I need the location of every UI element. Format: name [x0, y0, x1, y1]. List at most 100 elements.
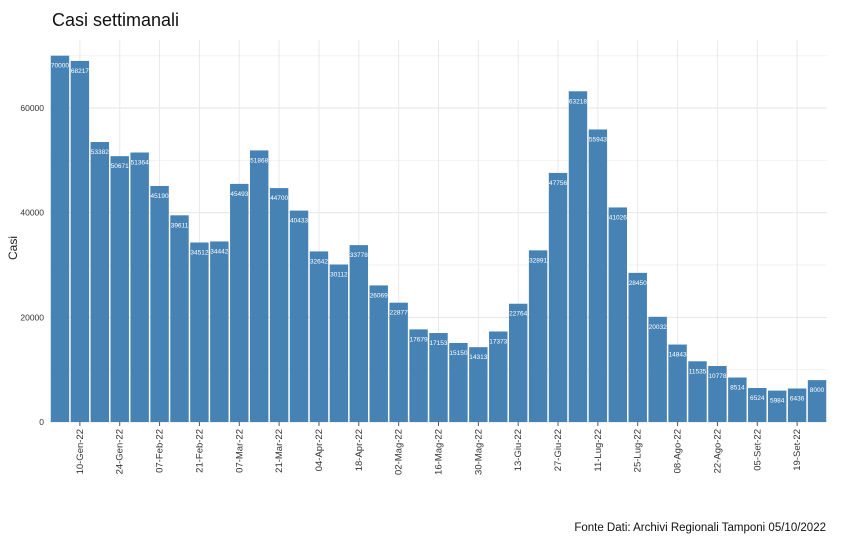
- bar: [489, 331, 508, 422]
- bar-value-label: 45190: [151, 193, 169, 200]
- bars: [50, 55, 827, 423]
- bar-value-label: 32642: [310, 258, 328, 265]
- bar: [588, 129, 608, 423]
- bar-value-label: 11535: [689, 368, 707, 375]
- bar: [568, 91, 588, 422]
- x-tick-label: 25-Lug-22: [633, 429, 644, 472]
- bar: [90, 142, 110, 423]
- bar: [190, 242, 209, 422]
- bar-value-label: 39611: [171, 222, 189, 229]
- x-tick-label: 07-Feb-22: [155, 429, 166, 473]
- bar: [110, 156, 129, 422]
- bar-value-label: 22877: [390, 310, 408, 317]
- x-tick-label: 11-Lug-22: [593, 429, 604, 472]
- bar: [329, 264, 349, 422]
- bar: [249, 150, 269, 422]
- bar-value-label: 6524: [750, 395, 765, 402]
- bar: [748, 387, 767, 422]
- bar-value-label: 30112: [330, 271, 348, 278]
- y-tick-label: 0: [39, 417, 44, 427]
- bar: [130, 152, 149, 423]
- bar-value-label: 32891: [529, 257, 547, 264]
- bar: [628, 272, 647, 422]
- bar: [787, 388, 807, 422]
- bar: [210, 241, 229, 422]
- bar: [548, 172, 568, 422]
- bar-value-label: 8000: [810, 387, 825, 394]
- bar-value-label: 47756: [549, 180, 567, 187]
- bar: [688, 361, 707, 422]
- x-tick-label: 02-Mag-22: [394, 429, 405, 475]
- bar: [668, 344, 687, 422]
- x-tick-label: 30-Mag-22: [473, 429, 484, 475]
- x-tick-label: 04-Apr-22: [314, 429, 325, 471]
- bar: [289, 210, 309, 422]
- x-tick-label: 08-Ago-22: [673, 429, 684, 473]
- bar: [469, 347, 488, 422]
- x-tick-label: 18-Apr-22: [354, 429, 365, 471]
- x-tick-label: 24-Gen-22: [115, 429, 126, 474]
- x-tick-label: 07-Mar-22: [234, 429, 245, 473]
- bar-value-label: 14843: [669, 352, 687, 359]
- y-axis-ticks: 0 20000 40000 60000: [20, 103, 44, 427]
- x-tick-label: 21-Mar-22: [274, 429, 285, 473]
- bar: [150, 185, 169, 422]
- x-tick-label: 21-Feb-22: [194, 429, 205, 473]
- bar-value-label: 17153: [429, 340, 447, 347]
- x-tick-label: 05-Set-22: [752, 429, 763, 471]
- bar-value-label: 68217: [71, 68, 89, 75]
- bar-value-label: 17373: [489, 338, 507, 345]
- x-tick-label: 22-Ago-22: [712, 429, 723, 473]
- bar-value-label: 5984: [770, 398, 785, 405]
- bar: [269, 188, 289, 422]
- y-tick-label: 60000: [20, 103, 44, 113]
- bar: [767, 390, 787, 422]
- bar: [728, 377, 747, 422]
- bar-value-label: 34442: [210, 248, 228, 255]
- bar: [807, 380, 827, 422]
- bar-value-label: 70000: [51, 63, 69, 70]
- bar-value-label: 41026: [609, 214, 627, 221]
- bar-value-label: 45493: [230, 191, 248, 198]
- bar-value-label: 6436: [790, 396, 805, 403]
- bar: [528, 250, 548, 422]
- chart-title: Casi settimanali: [52, 10, 180, 30]
- bar-value-label: 17679: [410, 336, 428, 343]
- source-note: Fonte Dati: Archivi Regionali Tamponi 05…: [574, 522, 826, 534]
- bar-value-label: 50671: [111, 163, 129, 170]
- y-tick-label: 20000: [20, 312, 44, 322]
- x-tick-label: 27-Giu-22: [553, 429, 564, 471]
- bar: [429, 333, 448, 422]
- bar-value-label: 15150: [449, 350, 467, 357]
- bar-value-label: 33778: [350, 252, 368, 259]
- y-tick-label: 40000: [20, 208, 44, 218]
- bar-value-label: 63218: [569, 98, 587, 105]
- bar: [608, 207, 628, 422]
- bar-value-label: 44700: [270, 195, 288, 202]
- bar: [230, 183, 249, 422]
- bar: [648, 316, 667, 422]
- x-tick-label: 16-Mag-22: [434, 429, 445, 475]
- bar-value-label: 22764: [509, 311, 527, 318]
- bar: [369, 285, 388, 422]
- bar: [50, 55, 70, 422]
- bar-value-label: 20032: [649, 324, 667, 331]
- bar-value-label: 40433: [290, 218, 308, 225]
- bar: [449, 342, 468, 422]
- bar: [70, 60, 90, 422]
- bar: [708, 366, 727, 422]
- bar: [349, 245, 369, 422]
- bar-value-label: 14313: [469, 354, 487, 361]
- bar-value-label: 51868: [250, 157, 268, 164]
- bar-value-label: 8514: [730, 385, 745, 392]
- x-tick-label: 19-Set-22: [792, 429, 803, 471]
- bar-value-label: 34512: [190, 250, 208, 257]
- bar-value-label: 51364: [131, 160, 149, 167]
- bar: [309, 251, 329, 422]
- x-tick-label: 10-Gen-22: [75, 429, 86, 474]
- bar: [508, 303, 528, 422]
- x-tick-label: 13-Giu-22: [513, 429, 524, 471]
- bar: [389, 302, 408, 422]
